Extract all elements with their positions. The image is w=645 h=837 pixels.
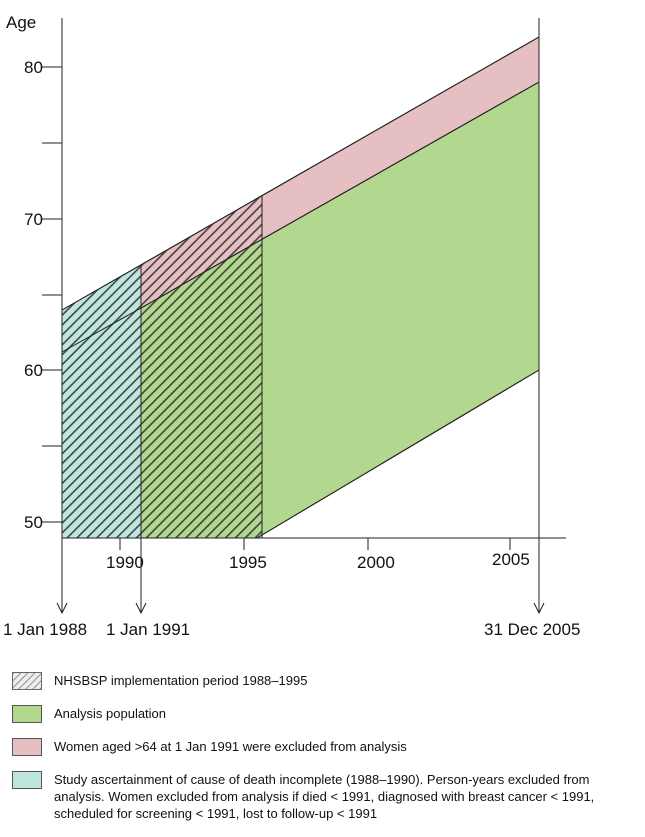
x-tick-label: 1990 (106, 553, 144, 572)
marker-label-2005: 31 Dec 2005 (484, 620, 580, 639)
y-tick-label: 60 (24, 361, 43, 380)
legend-text: Analysis population (54, 706, 167, 721)
y-tick-label: 70 (24, 210, 43, 229)
marker-label-1988: 1 Jan 1988 (3, 620, 87, 639)
legend-item-excluded: Women aged >64 at 1 Jan 1991 were exclud… (12, 738, 632, 756)
x-tick-label: 1995 (229, 553, 267, 572)
legend: NHSBSP implementation period 1988–1995 A… (12, 672, 632, 837)
marker-label-1991: 1 Jan 1991 (106, 620, 190, 639)
marker-1991 (135, 538, 147, 615)
excluded-swatch (12, 738, 42, 756)
y-tick-label: 80 (24, 58, 43, 77)
analysis-swatch (12, 705, 42, 723)
cohort-lower-teal (61, 307, 142, 353)
cohort-lower-edge (256, 369, 540, 539)
incomplete-swatch (12, 771, 42, 789)
y-tick-label: 50 (24, 513, 43, 532)
legend-text: NHSBSP implementation period 1988–1995 (54, 673, 308, 688)
legend-text: Study ascertainment of cause of death in… (54, 772, 595, 821)
legend-item-incomplete: Study ascertainment of cause of death in… (12, 771, 632, 822)
implementation-hatch (62, 196, 262, 538)
marker-2005 (533, 18, 545, 615)
y-axis-title: Age (6, 13, 36, 32)
legend-item-analysis: Analysis population (12, 705, 632, 723)
x-tick-label: 2005 (492, 550, 530, 569)
cohort-upper-edge (61, 36, 540, 311)
cohort-age64-line (140, 81, 540, 309)
marker-1988 (56, 538, 68, 615)
lexis-diagram: Age 80 70 60 50 1990 1995 2000 2005 1 Ja… (3, 13, 580, 639)
x-tick-label: 2000 (357, 553, 395, 572)
hatch-swatch (12, 672, 42, 690)
legend-item-implementation: NHSBSP implementation period 1988–1995 (12, 672, 632, 690)
legend-text: Women aged >64 at 1 Jan 1991 were exclud… (54, 739, 407, 754)
